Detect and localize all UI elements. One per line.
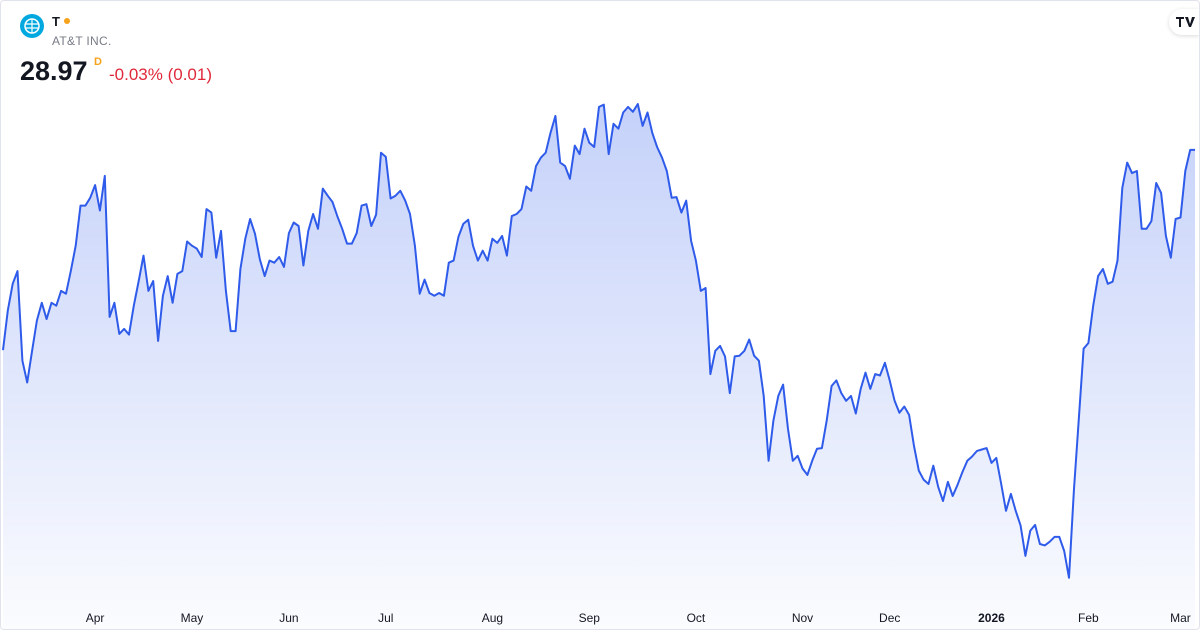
price-line	[2, 103, 1195, 579]
company-name: AT&T INC.	[52, 34, 112, 48]
x-tick-label: Aug	[482, 611, 503, 625]
price-change: -0.03% (0.01)	[109, 65, 212, 84]
x-tick-label: 2026	[978, 611, 1005, 625]
x-tick-label: Dec	[879, 611, 900, 625]
area-fill	[3, 104, 1195, 629]
company-logo	[20, 14, 44, 38]
x-tick-label: Jun	[279, 611, 298, 625]
x-tick-label: Feb	[1078, 611, 1099, 625]
x-tick-label: Oct	[687, 611, 706, 625]
x-tick-label: May	[181, 611, 204, 625]
logo-icon	[1176, 17, 1195, 27]
market-status	[64, 18, 70, 24]
x-tick-label: Apr	[86, 611, 105, 625]
x-tick-label: Nov	[792, 611, 813, 625]
x-tick-label: Jul	[378, 611, 393, 625]
x-tick-label: Mar	[1170, 611, 1191, 625]
last-price: 28.97	[20, 56, 88, 86]
x-tick-label: Sep	[579, 611, 601, 625]
interval: D	[94, 56, 102, 68]
symbol[interactable]: T	[52, 14, 60, 29]
tradingview-logo[interactable]	[1169, 9, 1199, 35]
